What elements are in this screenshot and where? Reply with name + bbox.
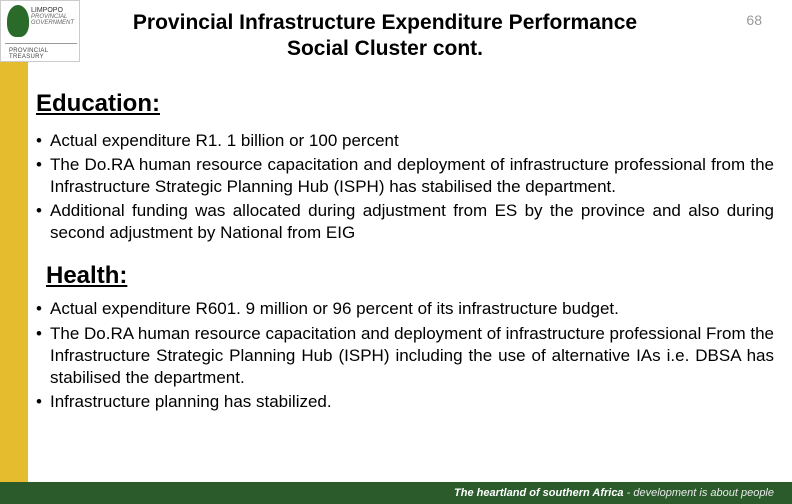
section-health: Health: Actual expenditure R601. 9 milli…	[36, 262, 774, 412]
logo-brand: LIMPOPO	[31, 7, 63, 14]
bullet-text: Additional funding was allocated during …	[50, 201, 774, 242]
section-heading: Health:	[46, 262, 774, 290]
bullet-text: The Do.RA human resource capacitation an…	[50, 324, 774, 387]
bullet-text: The Do.RA human resource capacitation an…	[50, 155, 774, 196]
footer-strong: The heartland of southern Africa	[454, 487, 624, 499]
logo-emblem-icon	[7, 5, 29, 37]
slide-title: Provincial Infrastructure Expenditure Pe…	[120, 10, 650, 63]
bullet-text: Infrastructure planning has stabilized.	[50, 392, 332, 411]
bullet-text: Actual expenditure R1. 1 billion or 100 …	[50, 131, 399, 150]
footer-bar: The heartland of southern Africa - devel…	[0, 482, 792, 504]
title-line-1: Provincial Infrastructure Expenditure Pe…	[120, 10, 650, 36]
logo-divider	[5, 43, 77, 44]
list-item: Actual expenditure R601. 9 million or 96…	[36, 298, 774, 320]
left-sidebar	[0, 0, 28, 504]
bullet-list: Actual expenditure R1. 1 billion or 100 …	[36, 130, 774, 244]
slide-content: Education: Actual expenditure R1. 1 bill…	[36, 90, 774, 431]
section-education: Education: Actual expenditure R1. 1 bill…	[36, 90, 774, 244]
section-heading: Education:	[36, 90, 774, 118]
logo-tagline: PROVINCIAL GOVERNMENT	[31, 14, 79, 26]
footer-rest: - development is about people	[624, 487, 774, 499]
logo-brand-text: LIMPOPO PROVINCIAL GOVERNMENT	[31, 7, 79, 26]
bullet-text: Actual expenditure R601. 9 million or 96…	[50, 299, 619, 318]
logo-dept: PROVINCIAL TREASURY	[9, 48, 79, 60]
list-item: Actual expenditure R1. 1 billion or 100 …	[36, 130, 774, 152]
logo-badge: LIMPOPO PROVINCIAL GOVERNMENT PROVINCIAL…	[0, 0, 80, 62]
bullet-list: Actual expenditure R601. 9 million or 96…	[36, 298, 774, 412]
list-item: The Do.RA human resource capacitation an…	[36, 323, 774, 389]
list-item: The Do.RA human resource capacitation an…	[36, 154, 774, 198]
list-item: Infrastructure planning has stabilized.	[36, 391, 774, 413]
title-line-2: Social Cluster cont.	[120, 36, 650, 62]
page-number: 68	[746, 12, 762, 28]
list-item: Additional funding was allocated during …	[36, 200, 774, 244]
